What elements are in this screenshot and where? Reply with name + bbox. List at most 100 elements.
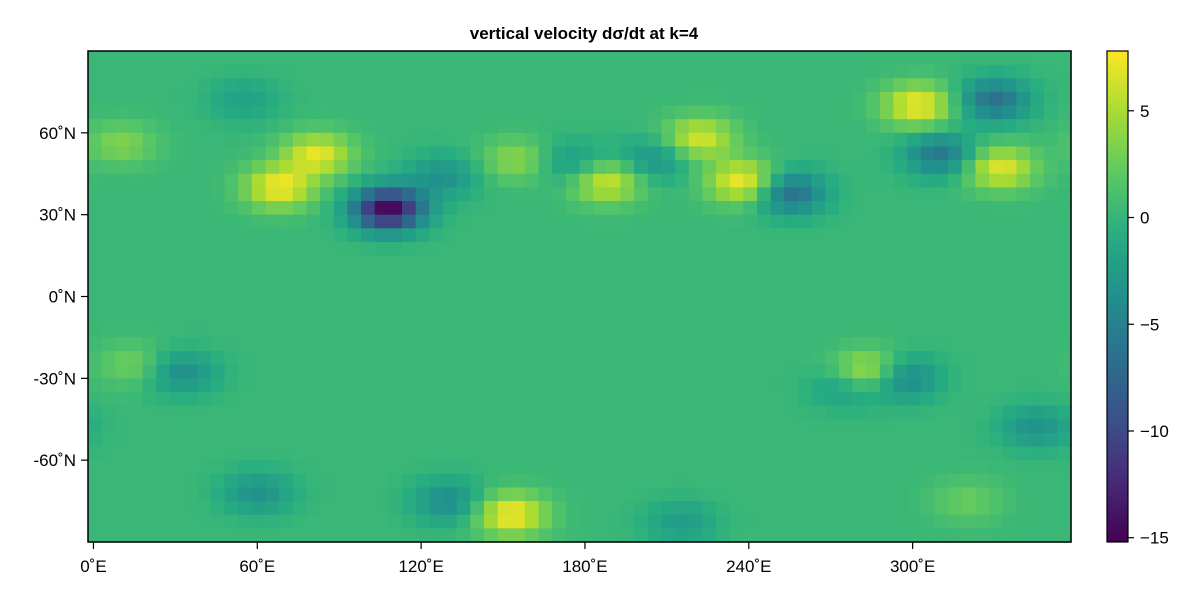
heatmap-cell xyxy=(251,419,267,434)
heatmap-cell xyxy=(784,269,799,284)
heatmap-cell xyxy=(565,310,581,325)
heatmap-cell xyxy=(838,269,854,284)
heatmap-cell xyxy=(333,64,348,79)
heatmap-cell xyxy=(224,173,239,188)
heatmap-cell xyxy=(756,460,772,475)
heatmap-cell xyxy=(879,64,895,79)
heatmap-cell xyxy=(169,528,185,543)
heatmap-cell xyxy=(224,201,239,216)
heatmap-cell xyxy=(989,214,1004,229)
heatmap-cell xyxy=(579,119,594,134)
heatmap-cell xyxy=(347,64,362,79)
y-tick-label: 30˚N xyxy=(39,206,76,225)
heatmap-cell xyxy=(524,105,540,120)
heatmap-cell xyxy=(838,514,854,529)
heatmap-cell xyxy=(729,214,744,229)
heatmap-cell xyxy=(743,160,758,175)
heatmap-cell xyxy=(620,391,635,407)
heatmap-cell xyxy=(442,405,458,420)
heatmap-cell xyxy=(128,64,144,79)
heatmap-cell xyxy=(388,132,403,148)
heatmap-cell xyxy=(347,105,362,120)
heatmap-cell xyxy=(961,269,977,284)
heatmap-cell xyxy=(429,473,444,489)
heatmap-cell xyxy=(415,255,430,270)
heatmap-cell xyxy=(784,119,799,134)
heatmap-cell xyxy=(197,119,212,134)
heatmap-cell xyxy=(920,364,936,379)
heatmap-cell xyxy=(511,214,526,229)
heatmap-cell xyxy=(415,528,430,543)
heatmap-cell xyxy=(374,51,389,66)
heatmap-cell xyxy=(647,51,663,66)
heatmap-cell xyxy=(361,419,376,434)
heatmap-cell xyxy=(470,487,485,502)
heatmap-cell xyxy=(306,514,321,529)
heatmap-cell xyxy=(647,364,663,379)
heatmap-cell xyxy=(675,132,690,148)
heatmap-cell xyxy=(101,487,116,502)
heatmap-cell xyxy=(497,282,512,298)
heatmap-cell xyxy=(169,514,185,529)
heatmap-cell xyxy=(456,173,471,188)
heatmap-cell xyxy=(347,241,362,257)
heatmap-cell xyxy=(893,419,908,434)
heatmap-cell xyxy=(579,187,594,202)
heatmap-cell xyxy=(156,228,171,243)
heatmap-cell xyxy=(415,105,430,120)
heatmap-cell xyxy=(1016,473,1031,489)
heatmap-cell xyxy=(306,460,321,475)
heatmap-cell xyxy=(524,432,540,448)
heatmap-cell xyxy=(483,187,499,202)
heatmap-cell xyxy=(675,64,690,79)
heatmap-cell xyxy=(1030,528,1045,543)
heatmap-cell xyxy=(429,214,444,229)
heatmap-cell xyxy=(552,173,567,188)
heatmap-cell xyxy=(388,391,403,407)
heatmap-cell xyxy=(415,296,430,311)
heatmap-cell xyxy=(292,146,308,161)
heatmap-cell xyxy=(975,187,990,202)
heatmap-cell xyxy=(838,228,854,243)
heatmap-cell xyxy=(361,105,376,120)
heatmap-cell xyxy=(866,269,881,284)
heatmap-cell xyxy=(784,160,799,175)
heatmap-cell xyxy=(961,214,977,229)
heatmap-cell xyxy=(402,255,417,270)
heatmap-cell xyxy=(797,364,813,379)
heatmap-cell xyxy=(388,255,403,270)
heatmap-cell xyxy=(647,173,663,188)
heatmap-cell xyxy=(388,64,403,79)
heatmap-cell xyxy=(934,269,949,284)
heatmap-cell xyxy=(292,51,308,66)
heatmap-cell xyxy=(852,241,867,257)
heatmap-cell xyxy=(934,364,949,379)
heatmap-cell xyxy=(483,91,499,107)
heatmap-cell xyxy=(265,214,280,229)
heatmap-cell xyxy=(770,187,785,202)
heatmap-cell xyxy=(347,460,362,475)
heatmap-cell xyxy=(183,514,198,529)
heatmap-cell xyxy=(402,351,417,366)
heatmap-cell xyxy=(388,296,403,311)
heatmap-cell xyxy=(415,514,430,529)
heatmap-cell xyxy=(497,391,512,407)
heatmap-cell xyxy=(756,391,772,407)
heatmap-cell xyxy=(620,64,635,79)
heatmap-cell xyxy=(210,214,226,229)
heatmap-cell xyxy=(975,460,990,475)
heatmap-cell xyxy=(115,146,130,161)
heatmap-cell xyxy=(1002,310,1017,325)
heatmap-cell xyxy=(1057,119,1072,134)
heatmap-cell xyxy=(388,337,403,352)
heatmap-cell xyxy=(442,351,458,366)
heatmap-cell xyxy=(634,282,649,298)
heatmap-cell xyxy=(1016,419,1031,434)
heatmap-cell xyxy=(579,64,594,79)
heatmap-cell xyxy=(1030,323,1045,339)
heatmap-cell xyxy=(442,432,458,448)
heatmap-cell xyxy=(879,391,895,407)
heatmap-cell xyxy=(224,419,239,434)
heatmap-cell xyxy=(156,364,171,379)
heatmap-cell xyxy=(115,296,130,311)
